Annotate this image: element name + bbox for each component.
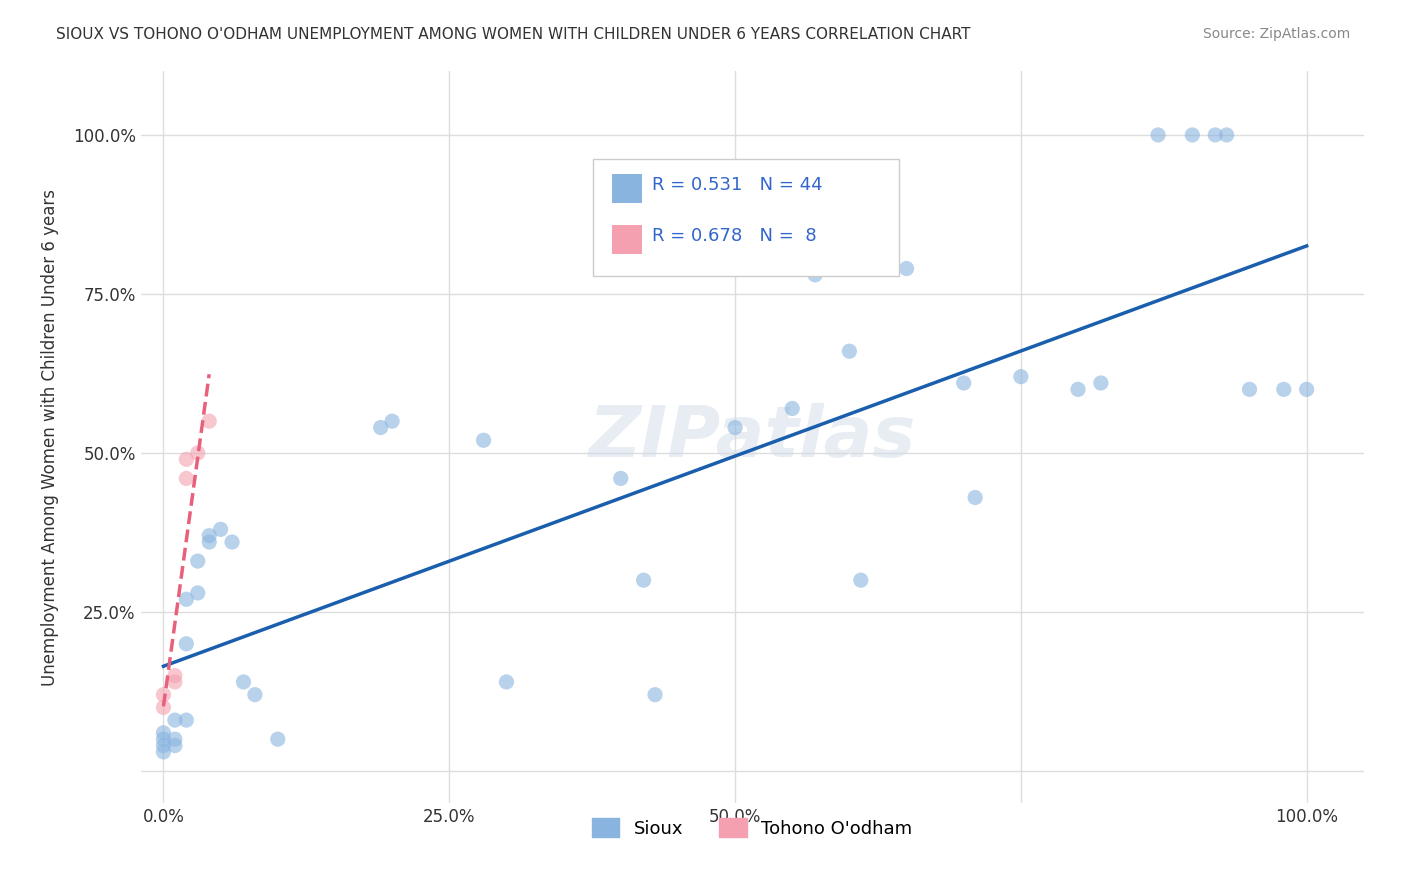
Point: [152, 732, 174, 747]
Point: [152, 688, 174, 702]
Point: [198, 535, 221, 549]
Point: [1204, 128, 1226, 142]
FancyBboxPatch shape: [593, 159, 898, 277]
Point: [780, 401, 803, 416]
Point: [838, 344, 860, 359]
Point: [381, 414, 404, 428]
Point: [896, 261, 918, 276]
Point: [187, 586, 209, 600]
Point: [804, 268, 827, 282]
Point: [633, 573, 655, 587]
Point: [163, 713, 186, 727]
Point: [965, 491, 987, 505]
Point: [952, 376, 974, 390]
Y-axis label: Unemployment Among Women with Children Under 6 years: Unemployment Among Women with Children U…: [41, 188, 59, 686]
Point: [152, 739, 174, 753]
Point: [232, 675, 254, 690]
Point: [1215, 128, 1237, 142]
Point: [176, 592, 198, 607]
Point: [472, 434, 495, 448]
Point: [1147, 128, 1170, 142]
Point: [152, 700, 174, 714]
Point: [176, 471, 198, 485]
Point: [1295, 383, 1317, 397]
Point: [609, 471, 631, 485]
Text: R = 0.531   N = 44: R = 0.531 N = 44: [652, 176, 823, 194]
Point: [198, 529, 221, 543]
FancyBboxPatch shape: [612, 174, 643, 203]
FancyBboxPatch shape: [612, 225, 643, 254]
Point: [176, 713, 198, 727]
Point: [1272, 383, 1295, 397]
Point: [1067, 383, 1090, 397]
Point: [1239, 383, 1261, 397]
Point: [267, 732, 290, 747]
Point: [163, 668, 186, 682]
Point: [724, 420, 747, 434]
Point: [1090, 376, 1112, 390]
Legend: Sioux, Tohono O'odham: Sioux, Tohono O'odham: [585, 811, 920, 845]
Text: Source: ZipAtlas.com: Source: ZipAtlas.com: [1202, 27, 1350, 41]
Point: [187, 554, 209, 568]
Point: [152, 726, 174, 740]
Point: [370, 420, 392, 434]
Text: R = 0.678   N =  8: R = 0.678 N = 8: [652, 227, 817, 245]
Text: SIOUX VS TOHONO O'ODHAM UNEMPLOYMENT AMONG WOMEN WITH CHILDREN UNDER 6 YEARS COR: SIOUX VS TOHONO O'ODHAM UNEMPLOYMENT AMO…: [56, 27, 970, 42]
Point: [1010, 369, 1032, 384]
Point: [209, 522, 232, 536]
Point: [163, 739, 186, 753]
Point: [163, 732, 186, 747]
Point: [198, 414, 221, 428]
Point: [1181, 128, 1204, 142]
Point: [221, 535, 243, 549]
Text: ZIPatlas: ZIPatlas: [589, 402, 915, 472]
Point: [243, 688, 266, 702]
Point: [176, 637, 198, 651]
Point: [163, 675, 186, 690]
Point: [849, 573, 872, 587]
Point: [644, 688, 666, 702]
Point: [187, 446, 209, 460]
Point: [176, 452, 198, 467]
Point: [495, 675, 517, 690]
Point: [152, 745, 174, 759]
